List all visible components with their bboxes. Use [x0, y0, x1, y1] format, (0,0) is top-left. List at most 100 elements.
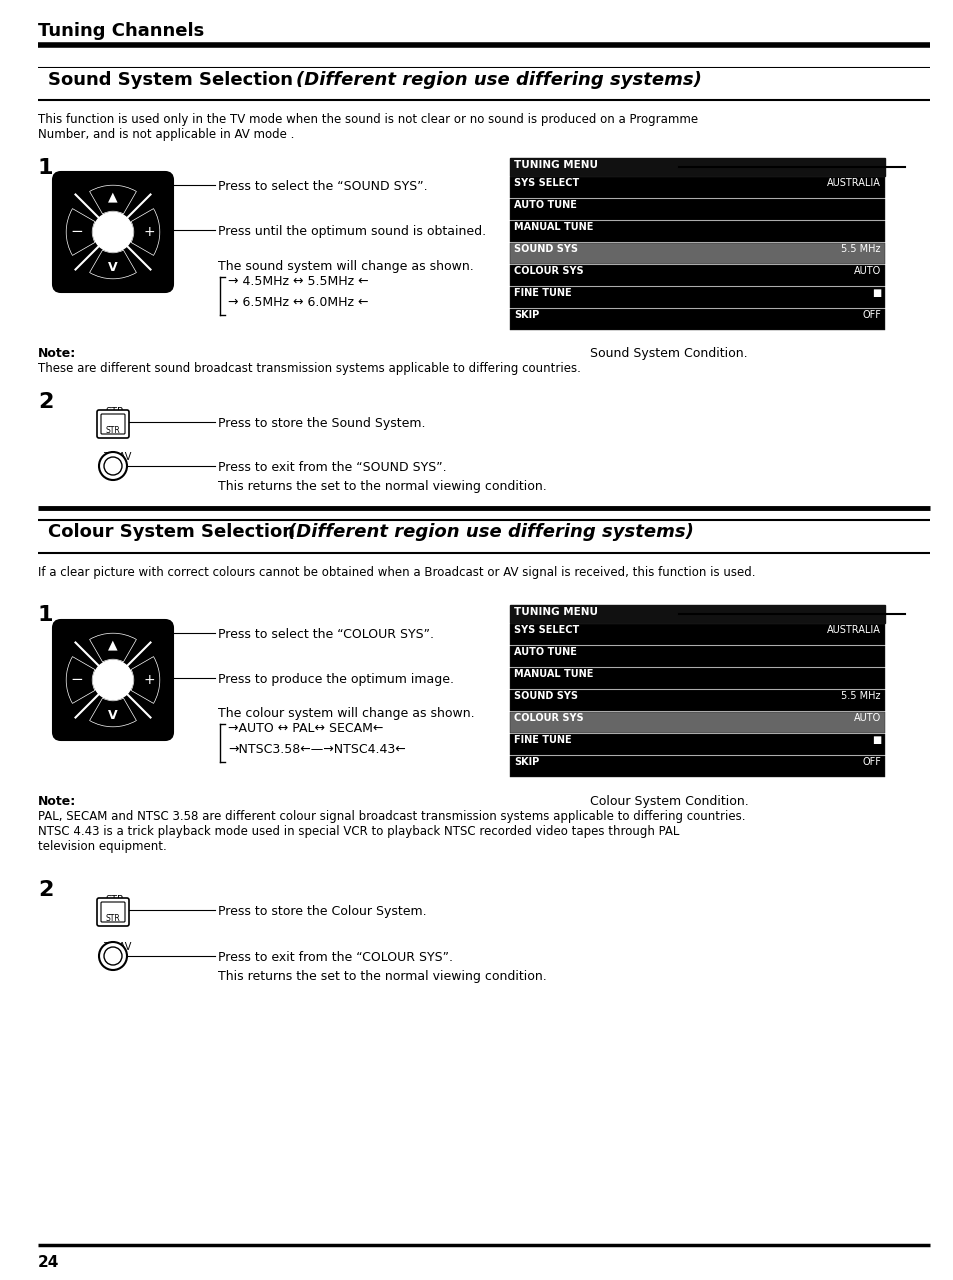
Bar	[510, 605, 884, 623]
FancyBboxPatch shape	[53, 620, 172, 740]
Text: →NTSC3.58←—→NTSC4.43←: →NTSC3.58←—→NTSC4.43←	[228, 742, 405, 756]
Circle shape	[104, 457, 122, 475]
Text: 5.5 MHz: 5.5 MHz	[841, 691, 880, 701]
Text: +: +	[144, 225, 155, 239]
Text: OFF: OFF	[862, 756, 880, 767]
Bar	[510, 177, 884, 198]
FancyBboxPatch shape	[97, 410, 129, 438]
Text: Press to select the “SOUND SYS”.: Press to select the “SOUND SYS”.	[218, 180, 427, 193]
Text: Colour System Selection: Colour System Selection	[48, 524, 301, 541]
Circle shape	[93, 660, 132, 700]
Text: → 4.5MHz ↔ 5.5MHz ←: → 4.5MHz ↔ 5.5MHz ←	[228, 275, 368, 288]
Bar	[510, 667, 884, 689]
Bar	[510, 755, 884, 777]
Wedge shape	[90, 186, 136, 214]
FancyBboxPatch shape	[53, 172, 172, 292]
Wedge shape	[131, 657, 160, 704]
Text: −: −	[71, 224, 83, 239]
Circle shape	[104, 947, 122, 965]
FancyBboxPatch shape	[101, 902, 125, 922]
Bar	[510, 733, 884, 755]
Text: SYS SELECT: SYS SELECT	[514, 625, 578, 635]
Text: ■: ■	[871, 288, 880, 298]
Text: This function is used only in the TV mode when the sound is not clear or no soun: This function is used only in the TV mod…	[38, 113, 698, 141]
Bar	[510, 623, 884, 645]
Text: Sound System Condition.: Sound System Condition.	[589, 347, 747, 360]
Text: TV/AV: TV/AV	[103, 452, 132, 462]
Text: AUSTRALIA: AUSTRALIA	[826, 178, 880, 188]
Text: FINE TUNE: FINE TUNE	[514, 735, 571, 745]
Text: Press to store the Colour System.: Press to store the Colour System.	[218, 905, 426, 918]
Text: AUTO TUNE: AUTO TUNE	[514, 200, 577, 210]
Text: Press to exit from the “COLOUR SYS”.: Press to exit from the “COLOUR SYS”.	[218, 951, 453, 964]
Text: The colour system will change as shown.: The colour system will change as shown.	[218, 707, 475, 719]
Text: FINE TUNE: FINE TUNE	[514, 288, 571, 298]
Bar	[38, 68, 929, 100]
Text: ▲: ▲	[108, 639, 117, 652]
Bar	[510, 157, 884, 175]
Circle shape	[99, 452, 127, 480]
Text: These are different sound broadcast transmission systems applicable to differing: These are different sound broadcast tran…	[38, 362, 580, 375]
Bar	[510, 287, 884, 308]
Text: Press to produce the optimum image.: Press to produce the optimum image.	[218, 673, 454, 686]
Bar	[510, 712, 884, 733]
Text: SKIP: SKIP	[514, 310, 538, 320]
Text: Note:: Note:	[38, 795, 76, 808]
Text: (Different region use differing systems): (Different region use differing systems)	[288, 524, 693, 541]
Text: STR: STR	[106, 426, 120, 435]
Circle shape	[93, 212, 132, 252]
Text: AUSTRALIA: AUSTRALIA	[826, 625, 880, 635]
Text: −: −	[71, 672, 83, 687]
Text: V: V	[108, 261, 117, 274]
Text: OFF: OFF	[862, 310, 880, 320]
Text: The sound system will change as shown.: The sound system will change as shown.	[218, 260, 474, 273]
Wedge shape	[90, 250, 136, 279]
Text: SOUND SYS: SOUND SYS	[514, 691, 578, 701]
Text: Colour System Condition.: Colour System Condition.	[589, 795, 748, 808]
Wedge shape	[66, 209, 95, 256]
Text: SKIP: SKIP	[514, 756, 538, 767]
Text: SYS SELECT: SYS SELECT	[514, 178, 578, 188]
Bar	[510, 308, 884, 330]
Text: STR: STR	[105, 895, 124, 905]
Wedge shape	[131, 209, 160, 256]
Bar	[510, 690, 884, 710]
Text: Press to select the “COLOUR SYS”.: Press to select the “COLOUR SYS”.	[218, 628, 434, 641]
Text: → 6.5MHz ↔ 6.0MHz ←: → 6.5MHz ↔ 6.0MHz ←	[228, 296, 368, 308]
Text: MANUAL TUNE: MANUAL TUNE	[514, 221, 593, 232]
Text: Tuning Channels: Tuning Channels	[38, 22, 204, 40]
Text: SOUND SYS: SOUND SYS	[514, 244, 578, 253]
Text: This returns the set to the normal viewing condition.: This returns the set to the normal viewi…	[218, 970, 546, 983]
Text: 2: 2	[38, 392, 53, 412]
Text: STR: STR	[106, 914, 120, 923]
FancyBboxPatch shape	[97, 899, 129, 925]
Text: COLOUR SYS: COLOUR SYS	[514, 266, 583, 276]
Text: ▲: ▲	[108, 191, 117, 204]
Bar	[510, 220, 884, 242]
Bar	[510, 645, 884, 667]
Text: TV/AV: TV/AV	[103, 942, 132, 952]
Text: If a clear picture with correct colours cannot be obtained when a Broadcast or A: If a clear picture with correct colours …	[38, 566, 755, 579]
Bar	[510, 265, 884, 285]
Text: Note:: Note:	[38, 347, 76, 360]
Circle shape	[99, 942, 127, 970]
Text: Sound System Selection: Sound System Selection	[48, 70, 299, 90]
Text: 24: 24	[38, 1254, 59, 1270]
Text: TUNING MENU: TUNING MENU	[514, 607, 598, 617]
Text: Press to store the Sound System.: Press to store the Sound System.	[218, 417, 425, 430]
FancyBboxPatch shape	[101, 413, 125, 434]
Wedge shape	[90, 698, 136, 727]
Text: Press until the optimum sound is obtained.: Press until the optimum sound is obtaine…	[218, 225, 486, 238]
Text: AUTO: AUTO	[853, 266, 880, 276]
Wedge shape	[66, 657, 95, 704]
Text: 1: 1	[38, 157, 53, 178]
Text: TUNING MENU: TUNING MENU	[514, 160, 598, 170]
Wedge shape	[90, 634, 136, 662]
Text: 5.5 MHz: 5.5 MHz	[841, 244, 880, 253]
Text: +: +	[144, 673, 155, 687]
Text: MANUAL TUNE: MANUAL TUNE	[514, 669, 593, 678]
Text: This returns the set to the normal viewing condition.: This returns the set to the normal viewi…	[218, 480, 546, 493]
Text: PAL, SECAM and NTSC 3.58 are different colour signal broadcast transmission syst: PAL, SECAM and NTSC 3.58 are different c…	[38, 810, 744, 852]
Text: 2: 2	[38, 881, 53, 900]
Text: AUTO: AUTO	[853, 713, 880, 723]
